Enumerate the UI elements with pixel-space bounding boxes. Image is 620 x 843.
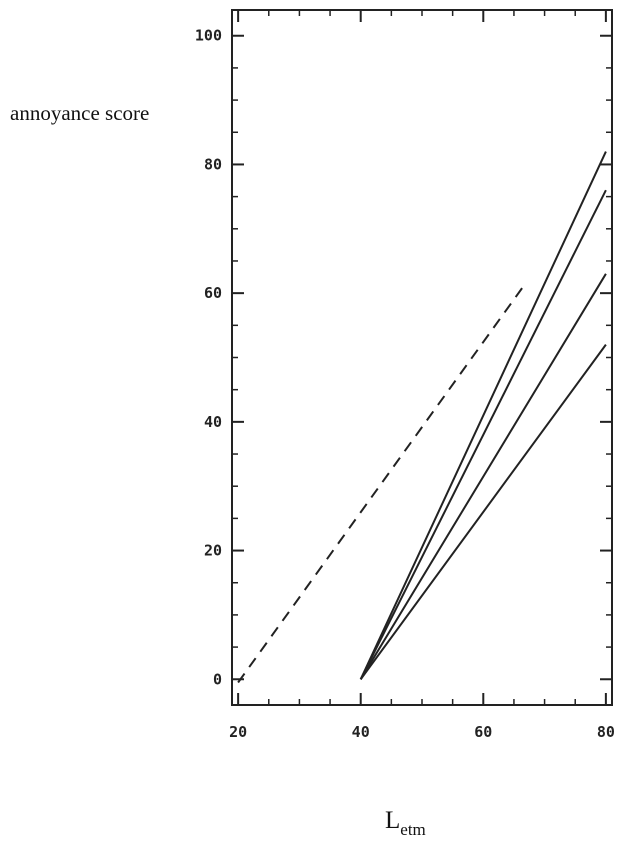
solid-series-line-2 (359, 189, 607, 680)
series-layer (237, 151, 607, 684)
y-tick-label-20: 20 (204, 542, 222, 560)
x-tick-label-60: 60 (474, 723, 492, 741)
x-tick-label-80: 80 (597, 723, 615, 741)
y-tick-label-60: 60 (204, 284, 222, 302)
dashed-series-line (237, 286, 524, 684)
y-tick-label-40: 40 (204, 413, 222, 431)
y-tick-label-80: 80 (204, 155, 222, 173)
x-tick-label-40: 40 (352, 723, 370, 741)
y-tick-label-0: 0 (213, 670, 222, 688)
x-axis-label: Letm (385, 807, 426, 839)
solid-series-line-3 (359, 273, 607, 680)
solid-series-line-1 (359, 151, 607, 680)
y-axis: 0 20 40 60 80 100 (195, 27, 612, 688)
solid-series-line-4 (359, 344, 607, 680)
x-axis-label-subscript: etm (400, 820, 426, 839)
x-axis: 20 40 60 80 (229, 10, 615, 741)
y-axis-label: annoyance score (10, 101, 149, 125)
x-axis-label-main: L (385, 807, 400, 834)
x-tick-label-20: 20 (229, 723, 247, 741)
y-tick-label-100: 100 (195, 27, 222, 45)
